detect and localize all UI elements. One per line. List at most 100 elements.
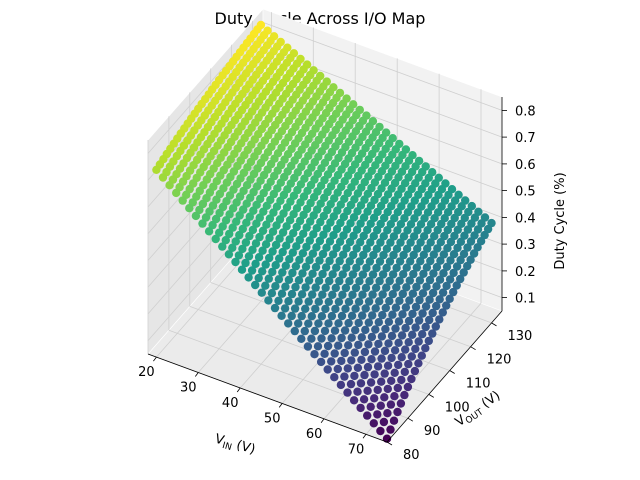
data-point <box>358 290 367 299</box>
data-point <box>424 336 433 346</box>
data-point <box>388 270 398 279</box>
data-point <box>443 244 452 253</box>
data-point <box>392 244 402 253</box>
data-point <box>331 304 340 314</box>
data-point <box>403 226 412 235</box>
data-point <box>463 243 472 252</box>
y-axis-line <box>386 310 503 443</box>
data-point <box>301 262 311 271</box>
data-point <box>368 270 378 279</box>
data-point <box>335 237 345 246</box>
data-point <box>417 351 426 360</box>
data-point <box>308 249 318 258</box>
data-point <box>452 281 461 290</box>
data-point <box>426 238 435 247</box>
data-point <box>378 270 388 279</box>
data-point <box>198 219 207 228</box>
data-point <box>332 243 341 253</box>
data-point <box>334 319 343 328</box>
data-point <box>231 237 240 246</box>
data-point <box>396 220 406 229</box>
y-tick-mark <box>407 417 414 422</box>
data-point <box>396 238 405 247</box>
data-point <box>242 218 251 227</box>
data-point <box>291 262 301 271</box>
data-point <box>238 224 247 234</box>
data-point <box>275 234 284 243</box>
data-point <box>416 257 425 266</box>
data-point <box>314 276 324 285</box>
data-point <box>330 349 339 358</box>
data-point <box>290 326 299 336</box>
data-point <box>332 263 341 272</box>
data-point <box>426 256 435 266</box>
x-tick-mark <box>320 418 325 424</box>
data-point <box>456 255 465 265</box>
data-point <box>373 362 383 371</box>
data-point <box>404 316 414 326</box>
data-point <box>449 287 458 297</box>
data-point <box>237 265 247 274</box>
data-point <box>314 297 323 306</box>
data-point <box>322 243 331 252</box>
data-point <box>356 379 366 388</box>
data-point <box>331 283 340 293</box>
data-point <box>402 263 411 272</box>
data-point <box>397 375 406 385</box>
data-point <box>268 227 278 236</box>
x-tick-mark <box>362 434 367 439</box>
data-point <box>342 263 351 272</box>
data-point <box>312 224 321 233</box>
data-point <box>360 347 370 357</box>
data-point <box>359 231 368 241</box>
x-tick-mark <box>236 387 241 393</box>
data-point <box>284 297 293 306</box>
data-point <box>353 387 362 396</box>
data-point <box>329 231 338 240</box>
data-point <box>201 213 211 222</box>
data-point <box>294 297 303 306</box>
data-point <box>228 223 237 232</box>
data-point <box>349 396 359 405</box>
data-point <box>364 318 373 327</box>
data-point <box>292 242 301 251</box>
data-point <box>307 334 316 343</box>
data-point <box>363 386 372 395</box>
data-point <box>436 238 445 247</box>
data-point <box>394 360 403 370</box>
data-point <box>445 275 455 284</box>
data-point <box>307 312 316 321</box>
data-point <box>355 257 364 266</box>
data-point <box>294 319 303 328</box>
data-point <box>375 297 384 306</box>
data-point <box>364 340 373 349</box>
data-point <box>385 276 394 286</box>
data-point <box>432 262 442 272</box>
data-point <box>310 326 320 336</box>
data-point <box>341 283 351 293</box>
data-point <box>340 326 350 335</box>
x-axis-label: VIN (V) <box>212 432 257 460</box>
data-point <box>387 331 397 341</box>
data-point <box>333 364 342 374</box>
data-point <box>304 276 314 285</box>
data-point <box>374 339 383 349</box>
data-point <box>385 296 394 306</box>
data-point <box>272 221 281 230</box>
data-point <box>345 257 354 266</box>
data-point <box>325 276 334 286</box>
data-point <box>409 250 418 260</box>
data-point <box>361 325 370 335</box>
data-point <box>354 297 364 306</box>
data-point <box>251 259 260 268</box>
data-point <box>354 318 363 328</box>
data-point <box>390 368 399 377</box>
data-point <box>456 274 465 284</box>
data-point <box>372 263 381 273</box>
data-point <box>380 346 390 356</box>
x-tick-label: 30 <box>180 381 197 396</box>
data-point <box>298 269 307 278</box>
data-point <box>382 263 391 273</box>
data-point <box>403 382 413 392</box>
